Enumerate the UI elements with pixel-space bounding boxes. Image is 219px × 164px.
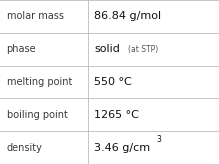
Text: (at STP): (at STP) — [128, 45, 158, 54]
Text: 550 °C: 550 °C — [94, 77, 132, 87]
Text: molar mass: molar mass — [7, 11, 64, 21]
Text: 86.84 g/mol: 86.84 g/mol — [94, 11, 161, 21]
Text: density: density — [7, 143, 42, 153]
Text: solid: solid — [94, 44, 120, 54]
Text: phase: phase — [7, 44, 36, 54]
Text: melting point: melting point — [7, 77, 72, 87]
Text: 1265 °C: 1265 °C — [94, 110, 139, 120]
Text: 3: 3 — [157, 135, 161, 144]
Text: boiling point: boiling point — [7, 110, 67, 120]
Text: 3.46 g/cm: 3.46 g/cm — [94, 143, 150, 153]
